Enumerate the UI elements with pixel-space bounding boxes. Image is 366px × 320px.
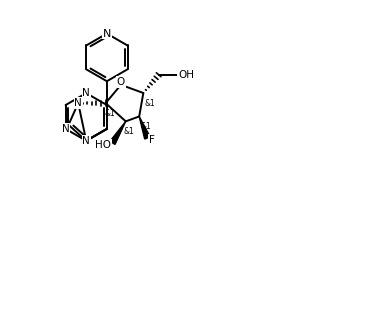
- Text: O: O: [117, 77, 125, 87]
- Text: F: F: [149, 135, 154, 145]
- Polygon shape: [110, 121, 126, 144]
- Text: N: N: [82, 88, 90, 98]
- Text: &1: &1: [140, 123, 151, 132]
- Text: &1: &1: [123, 127, 134, 136]
- Text: &1: &1: [144, 99, 155, 108]
- Text: N: N: [82, 136, 90, 146]
- Text: OH: OH: [178, 70, 194, 80]
- Text: &1: &1: [105, 109, 116, 118]
- Text: N: N: [62, 124, 70, 134]
- Text: N: N: [103, 28, 111, 39]
- Text: N: N: [74, 98, 82, 108]
- Polygon shape: [139, 116, 150, 139]
- Text: HO: HO: [95, 140, 111, 149]
